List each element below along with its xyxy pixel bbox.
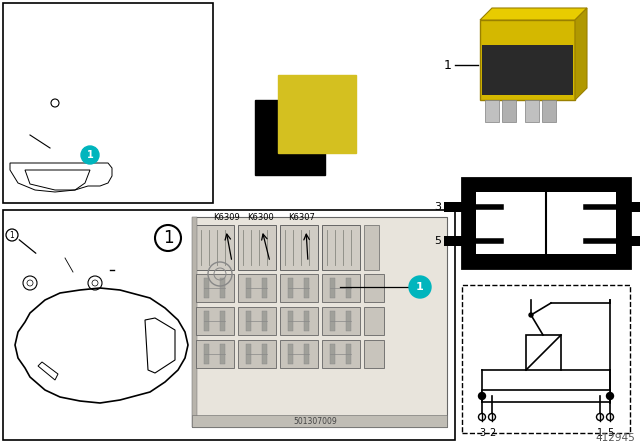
Bar (444, 202, 462, 212)
Circle shape (155, 225, 181, 251)
Text: 3: 3 (479, 428, 485, 438)
Text: 5: 5 (607, 428, 613, 438)
Text: 1: 1 (10, 231, 14, 240)
Text: 1: 1 (163, 229, 173, 247)
Bar (255, 100, 325, 175)
Bar (476, 192, 616, 254)
Bar (462, 178, 630, 268)
Circle shape (81, 146, 99, 164)
Text: 1: 1 (597, 428, 603, 438)
Bar (330, 311, 335, 331)
Text: 1: 1 (416, 282, 424, 292)
Bar (364, 274, 384, 302)
Bar (280, 225, 318, 270)
Bar (246, 311, 251, 331)
Text: 412945: 412945 (595, 433, 635, 443)
Bar (330, 278, 335, 298)
Bar (304, 278, 309, 298)
Bar (196, 225, 234, 270)
Bar (262, 344, 267, 364)
Bar (482, 390, 610, 402)
Bar (238, 340, 276, 368)
Bar (262, 278, 267, 298)
Bar (364, 225, 379, 270)
Bar (485, 100, 499, 122)
Text: K6307: K6307 (289, 213, 316, 222)
Bar (346, 278, 351, 298)
Bar (630, 202, 640, 212)
Polygon shape (480, 8, 587, 20)
Bar (196, 307, 234, 335)
Bar (364, 340, 384, 368)
Bar (192, 415, 447, 427)
Text: 1: 1 (86, 150, 93, 160)
Circle shape (529, 313, 533, 317)
Bar (192, 217, 197, 427)
Bar (542, 100, 556, 122)
Circle shape (607, 392, 614, 400)
Bar (480, 20, 575, 100)
Bar (288, 344, 293, 364)
Bar (246, 344, 251, 364)
Bar (3, 3, 213, 203)
Bar (322, 225, 360, 270)
Bar (204, 311, 209, 331)
Bar (192, 217, 447, 427)
Bar (204, 344, 209, 364)
Bar (462, 285, 630, 433)
Bar (220, 344, 225, 364)
Bar (346, 344, 351, 364)
Bar (238, 274, 276, 302)
Text: 501307009: 501307009 (293, 417, 337, 426)
Bar (482, 45, 573, 95)
Bar (238, 307, 276, 335)
Bar (262, 311, 267, 331)
Polygon shape (575, 8, 587, 100)
Bar (280, 274, 318, 302)
Circle shape (479, 392, 486, 400)
Bar (196, 274, 234, 302)
Bar (278, 75, 356, 153)
Bar (525, 100, 539, 122)
Bar (322, 340, 360, 368)
Bar (280, 307, 318, 335)
Text: K6300: K6300 (246, 213, 273, 222)
Text: 5: 5 (434, 236, 441, 246)
Text: 2: 2 (489, 428, 495, 438)
Bar (322, 274, 360, 302)
Bar (526, 335, 561, 370)
Bar (444, 236, 462, 246)
Bar (502, 100, 516, 122)
Text: K6309: K6309 (212, 213, 239, 222)
Bar (364, 307, 384, 335)
Bar (288, 278, 293, 298)
Bar (304, 311, 309, 331)
Bar (220, 278, 225, 298)
Bar (280, 340, 318, 368)
Bar (204, 278, 209, 298)
Bar (3, 210, 455, 440)
Bar (630, 236, 640, 246)
Text: 1: 1 (444, 59, 452, 72)
Bar (322, 307, 360, 335)
Bar (288, 311, 293, 331)
Bar (220, 311, 225, 331)
Bar (196, 340, 234, 368)
Bar (304, 344, 309, 364)
Text: 3: 3 (434, 202, 441, 212)
Bar (330, 344, 335, 364)
Circle shape (409, 276, 431, 298)
Bar (246, 278, 251, 298)
Bar (238, 225, 276, 270)
Bar (346, 311, 351, 331)
